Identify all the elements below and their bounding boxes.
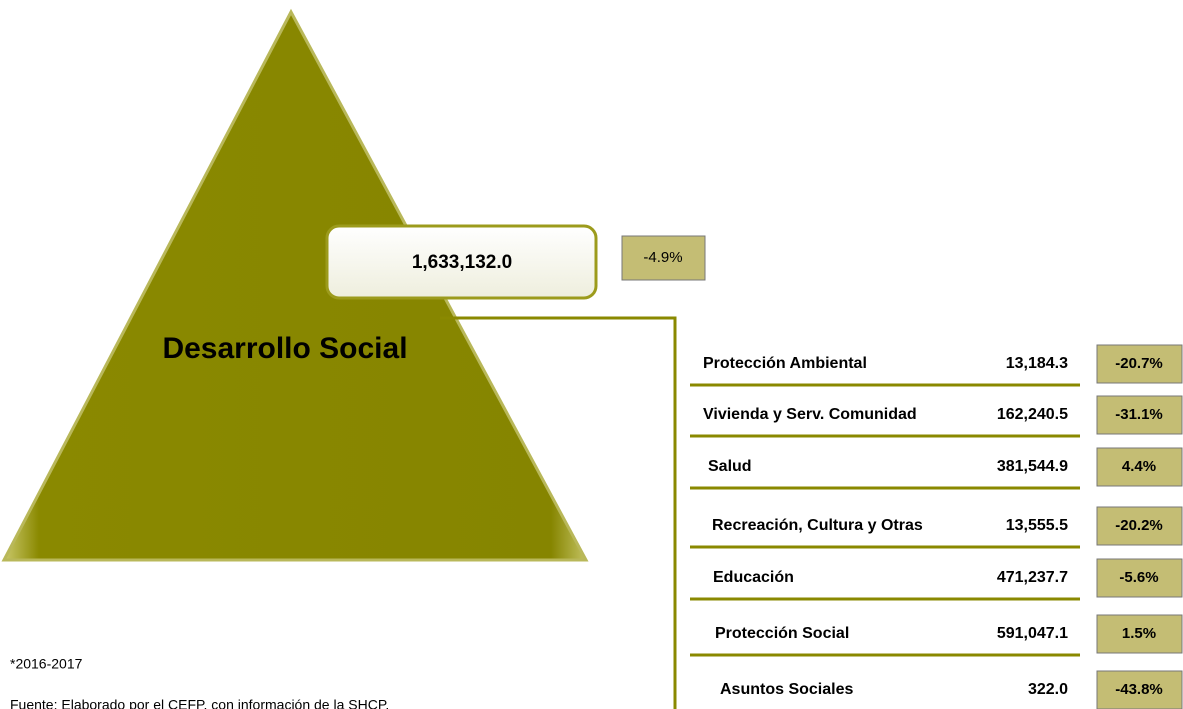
row-change: 1.5% bbox=[1122, 625, 1156, 642]
total-change: -4.9% bbox=[643, 249, 682, 266]
row-value: 13,555.5 bbox=[1006, 517, 1068, 534]
row-value: 471,237.7 bbox=[997, 569, 1068, 586]
row-value: 322.0 bbox=[1028, 681, 1068, 698]
row-value: 381,544.9 bbox=[997, 458, 1068, 475]
source: Fuente: Elaborado por el CEFP, con infor… bbox=[10, 697, 389, 709]
row-value: 13,184.3 bbox=[1006, 355, 1068, 372]
change-box bbox=[1096, 614, 1183, 654]
row-label: Vivienda y Serv. Comunidad bbox=[703, 406, 917, 423]
rows: Protección Ambiental 13,184.3 -20.7% Vivien… bbox=[690, 344, 1183, 709]
row-change: -20.7% bbox=[1115, 355, 1163, 372]
row-change: -20.2% bbox=[1115, 517, 1163, 534]
row-label: Protección Social bbox=[715, 625, 849, 642]
row-label: Educación bbox=[713, 569, 794, 586]
change-box bbox=[1096, 506, 1183, 546]
row-change: -5.6% bbox=[1119, 569, 1158, 586]
row-label: Recreación, Cultura y Otras bbox=[712, 517, 923, 534]
total-box bbox=[325, 224, 598, 300]
total-value: 1,633,132.0 bbox=[412, 252, 512, 273]
change-box bbox=[1096, 395, 1183, 435]
total-change-box bbox=[621, 235, 706, 281]
change-box bbox=[1096, 558, 1183, 598]
row-value: 162,240.5 bbox=[997, 406, 1068, 423]
row-change: 4.4% bbox=[1122, 458, 1156, 475]
change-box bbox=[1096, 344, 1183, 384]
main-label: Desarrollo Social bbox=[162, 332, 407, 365]
row-change: -43.8% bbox=[1115, 681, 1163, 698]
change-box bbox=[1096, 670, 1183, 709]
change-box bbox=[1096, 447, 1183, 487]
connector bbox=[440, 316, 677, 709]
note: *2016-2017 bbox=[10, 656, 83, 672]
row-label: Asuntos Sociales bbox=[720, 681, 853, 698]
row-label: Protección Ambiental bbox=[703, 355, 867, 372]
row-value: 591,047.1 bbox=[997, 625, 1068, 642]
row-change: -31.1% bbox=[1115, 406, 1163, 423]
row-label: Salud bbox=[708, 458, 752, 475]
